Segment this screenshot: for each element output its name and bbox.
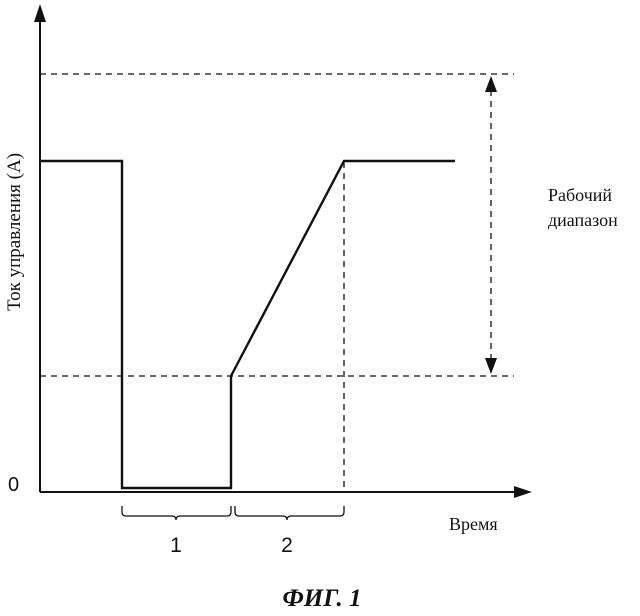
x-axis-label: Время xyxy=(449,514,498,534)
interval-1-brace xyxy=(122,506,231,520)
origin-label: 0 xyxy=(8,474,19,496)
control-current-diagram: Ток управления (А) 0 Время Рабочий диапа… xyxy=(0,0,640,616)
interval-2-brace xyxy=(235,506,344,520)
range-label-line2: диапазон xyxy=(548,210,618,230)
interval-1-label: 1 xyxy=(170,534,182,557)
y-axis-label: Ток управления (А) xyxy=(4,153,25,311)
range-label-line1: Рабочий xyxy=(548,185,612,205)
working-range-arrow-down-icon xyxy=(485,358,497,374)
figure-caption: ФИГ. 1 xyxy=(283,585,362,612)
control-current-waveform xyxy=(40,161,455,488)
x-axis-arrow-icon xyxy=(514,486,532,498)
interval-2-label: 2 xyxy=(281,534,293,557)
y-axis-arrow-icon xyxy=(34,4,46,22)
working-range-arrow-up-icon xyxy=(485,76,497,92)
